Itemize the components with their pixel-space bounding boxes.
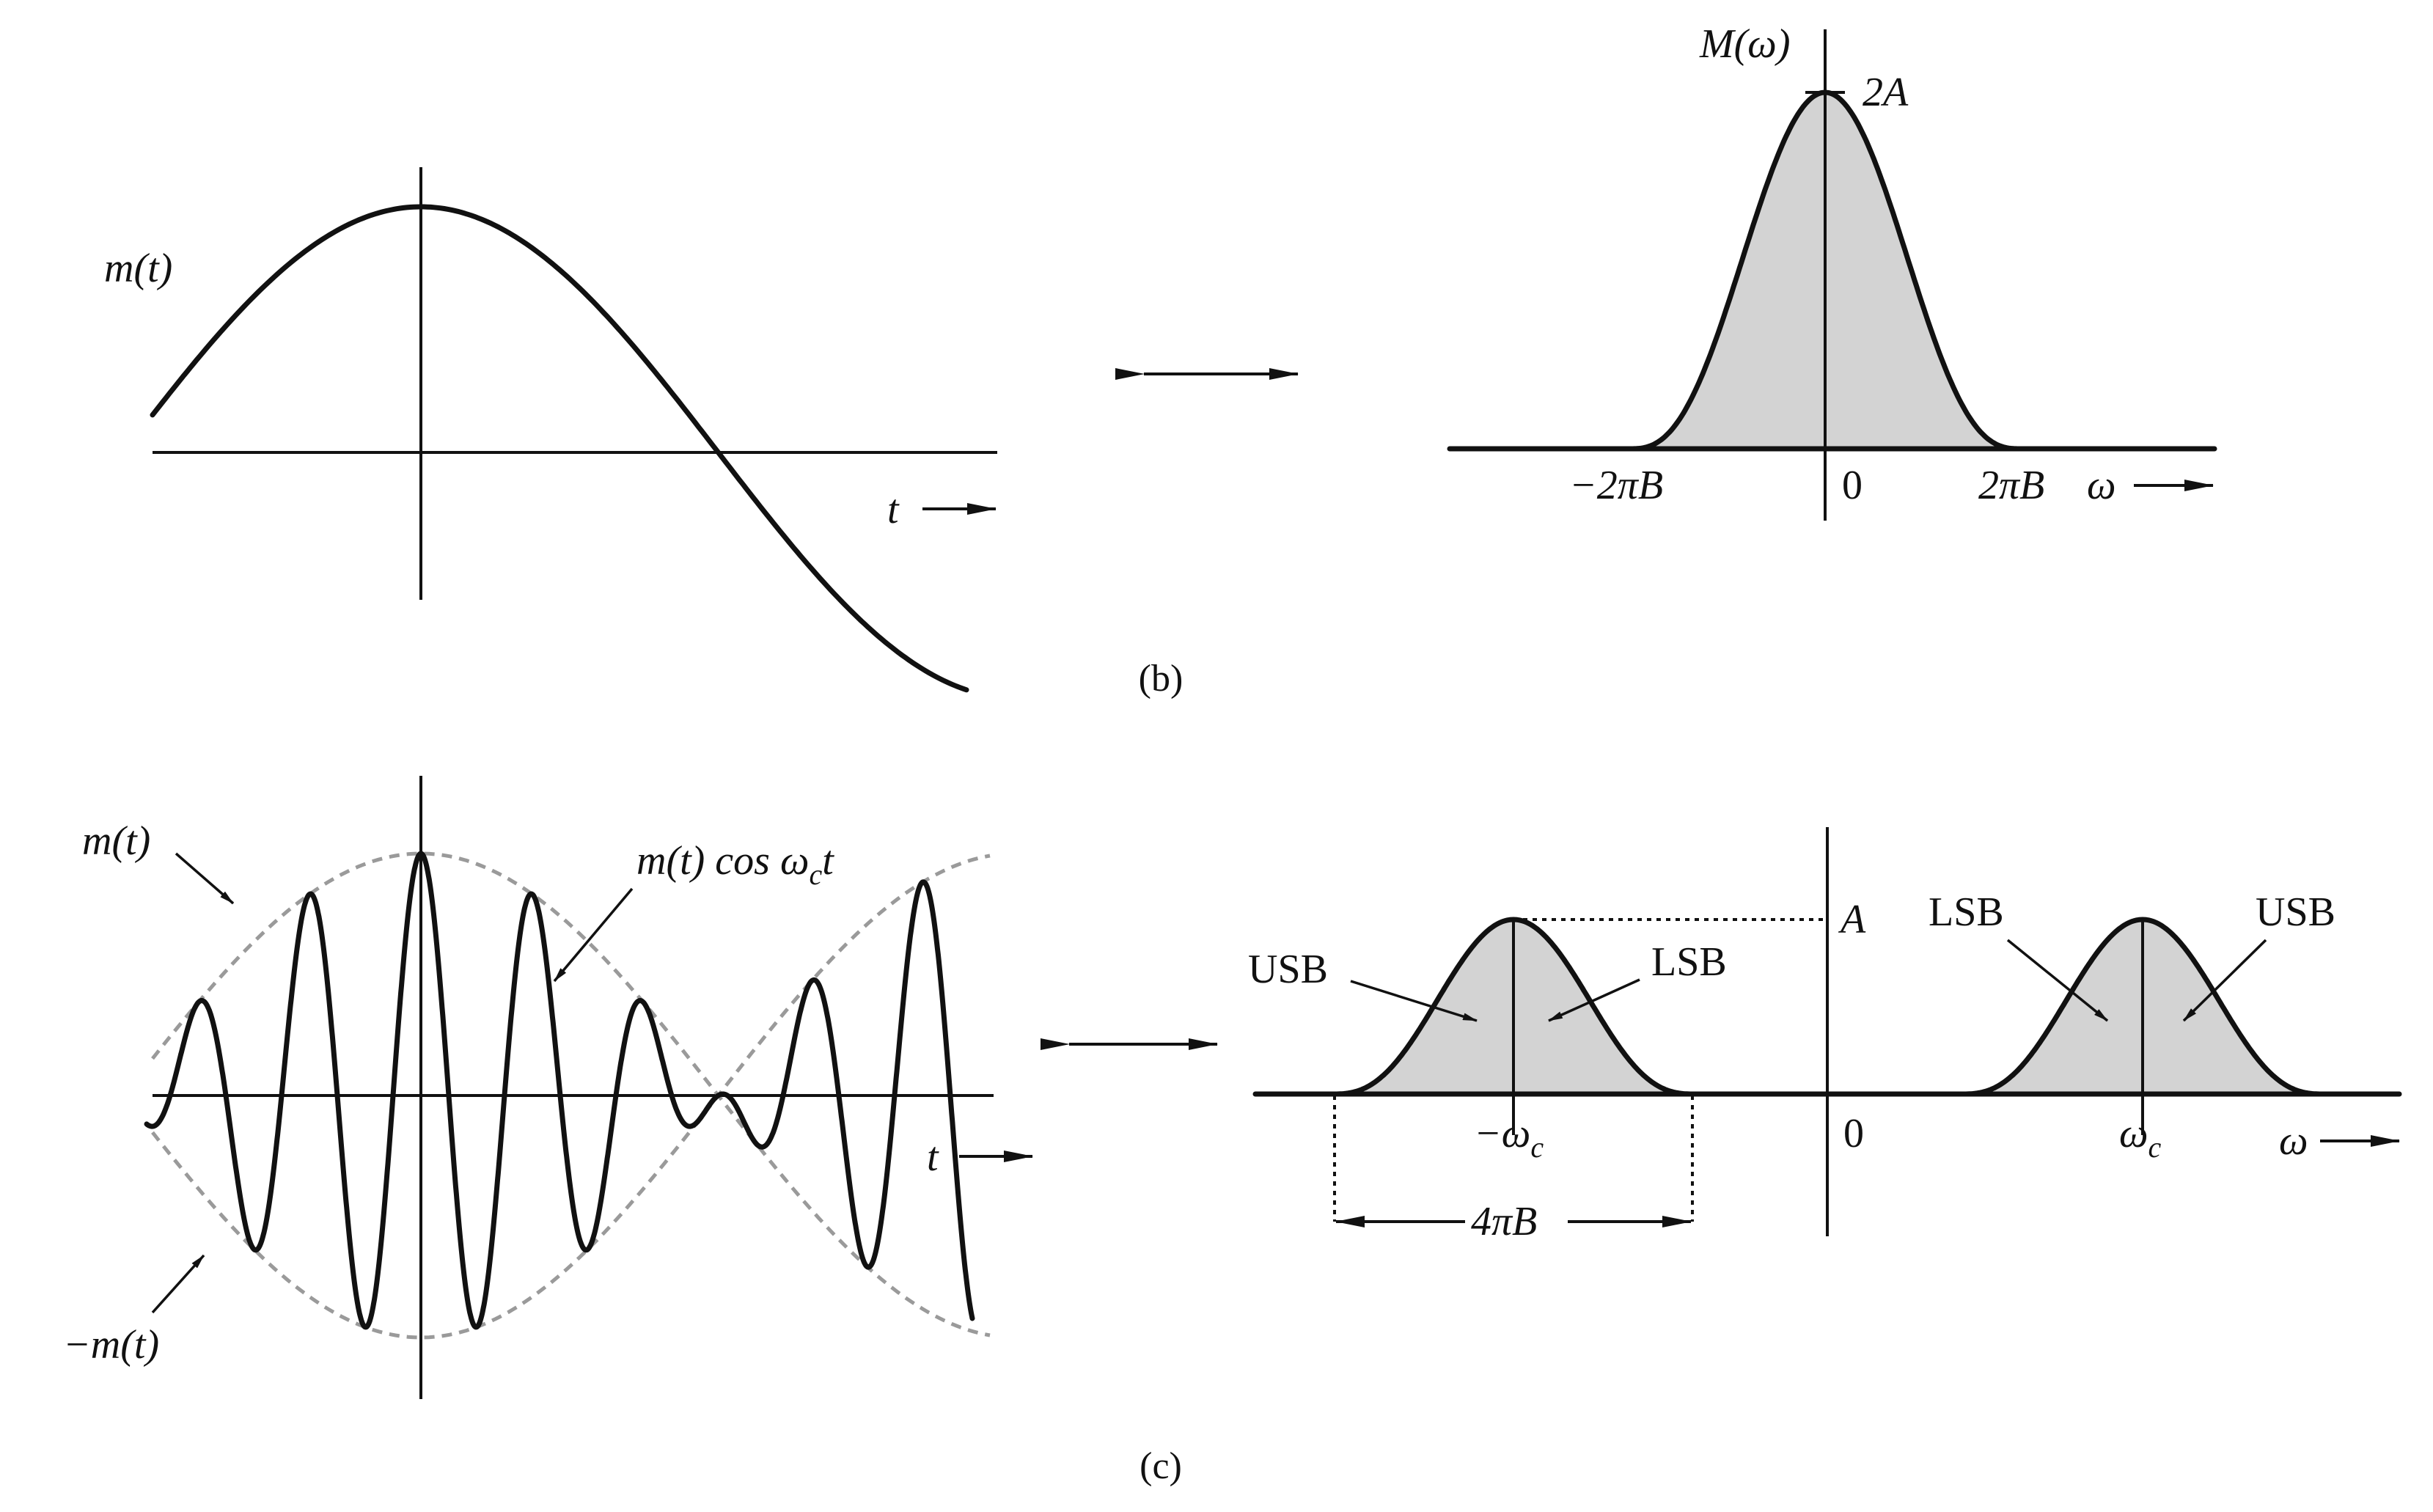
b-t-axis-label: t <box>887 487 900 532</box>
c-right-usb-label: USB <box>2256 889 2335 935</box>
c-t-axis-label: t <box>927 1134 939 1180</box>
b-message-curve <box>150 204 969 693</box>
panel-c-time-plot: m(t) −m(t) m(t) cos ωct t <box>63 776 1033 1399</box>
c-bandwidth-label: 4πB <box>1471 1199 1537 1244</box>
c-envelope-negative <box>151 854 991 1340</box>
panel-b-spectrum-plot: M(ω) 2A −2πB 0 2πB ω <box>1447 21 2217 521</box>
c-peak-label: A <box>1838 897 1866 942</box>
panel-b-time-plot: m(t) t <box>104 167 997 693</box>
c-omega-axis-label: ω <box>2279 1118 2308 1164</box>
c-envelope-pos-label: m(t) <box>82 818 150 864</box>
c-tick-zero: 0 <box>1843 1111 1864 1156</box>
c-modulated-pointer <box>553 887 634 983</box>
c-tick-neg-omega-c: −ωc <box>1474 1111 1544 1164</box>
caption-c: (c) <box>1140 1445 1182 1487</box>
b-tick-neg-2piB: −2πB <box>1569 463 1663 508</box>
c-envelope-positive <box>151 851 991 1337</box>
c-left-lsb-pointer <box>1548 978 1640 1022</box>
b-omega-axis-label: ω <box>2087 463 2116 508</box>
c-modulated-carrier <box>144 851 975 1330</box>
c-modulated-label: m(t) cos ωct <box>636 838 834 891</box>
c-right-lsb-pointer <box>2006 939 2109 1022</box>
c-tick-omega-c: ωc <box>2119 1111 2162 1164</box>
b-spectrum-title: M(ω) <box>1699 21 1790 67</box>
panel-c-spectrum-plot: A USB LSB LSB USB −ωc 0 ωc ω 4πB <box>1248 827 2402 1244</box>
c-envelope-neg-pointer <box>151 1254 205 1314</box>
c-left-usb-pointer <box>1350 980 1478 1022</box>
b-tick-2piB: 2πB <box>1978 463 2044 508</box>
c-envelope-pos-pointer <box>175 852 235 905</box>
c-right-usb-pointer <box>2182 939 2267 1022</box>
b-signal-label: m(t) <box>104 246 172 291</box>
c-right-lsb-label: LSB <box>1929 889 2004 935</box>
caption-b: (b) <box>1139 658 1184 700</box>
c-left-lsb-label: LSB <box>1651 939 1727 985</box>
b-tick-zero: 0 <box>1842 463 1863 508</box>
c-left-usb-label: USB <box>1248 947 1328 992</box>
c-envelope-neg-label: −m(t) <box>63 1322 159 1368</box>
b-peak-label: 2A <box>1863 70 1909 115</box>
